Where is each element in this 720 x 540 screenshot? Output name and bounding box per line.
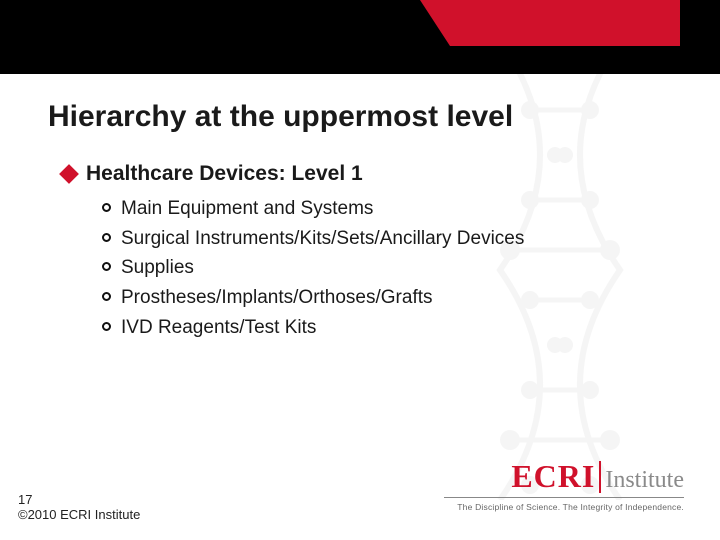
page-number: 17 (18, 492, 140, 507)
list-item: Prostheses/Implants/Orthoses/Grafts (102, 285, 680, 311)
logo-suffix: Institute (605, 467, 684, 494)
list-item: Main Equipment and Systems (102, 196, 680, 222)
logo-tagline: The Discipline of Science. The Integrity… (444, 502, 684, 512)
bullet-text: Surgical Instruments/Kits/Sets/Ancillary… (121, 226, 524, 252)
slide-title: Hierarchy at the uppermost level (48, 100, 680, 134)
circle-bullet-icon (102, 322, 111, 331)
list-item: Surgical Instruments/Kits/Sets/Ancillary… (102, 226, 680, 252)
section-header: Healthcare Devices: Level 1 (62, 162, 680, 186)
footer: 17 ©2010 ECRI Institute (18, 492, 140, 522)
list-item: IVD Reagents/Test Kits (102, 315, 680, 341)
section-title: Healthcare Devices: Level 1 (86, 162, 363, 186)
circle-bullet-icon (102, 233, 111, 242)
circle-bullet-icon (102, 203, 111, 212)
logo-name: ECRI (511, 458, 595, 495)
ecri-logo: ECRI Institute The Discipline of Science… (444, 458, 684, 512)
logo-main: ECRI Institute (444, 458, 684, 495)
bullet-list: Main Equipment and Systems Surgical Inst… (102, 196, 680, 340)
logo-divider (599, 461, 601, 493)
section: Healthcare Devices: Level 1 Main Equipme… (62, 162, 680, 340)
bullet-text: IVD Reagents/Test Kits (121, 315, 316, 341)
copyright: ©2010 ECRI Institute (18, 507, 140, 522)
slide-content: Hierarchy at the uppermost level Healthc… (0, 0, 720, 340)
bullet-text: Prostheses/Implants/Orthoses/Grafts (121, 285, 433, 311)
bullet-text: Main Equipment and Systems (121, 196, 373, 222)
circle-bullet-icon (102, 262, 111, 271)
bullet-text: Supplies (121, 255, 194, 281)
logo-rule (444, 497, 684, 498)
circle-bullet-icon (102, 292, 111, 301)
diamond-bullet-icon (59, 164, 79, 184)
list-item: Supplies (102, 255, 680, 281)
